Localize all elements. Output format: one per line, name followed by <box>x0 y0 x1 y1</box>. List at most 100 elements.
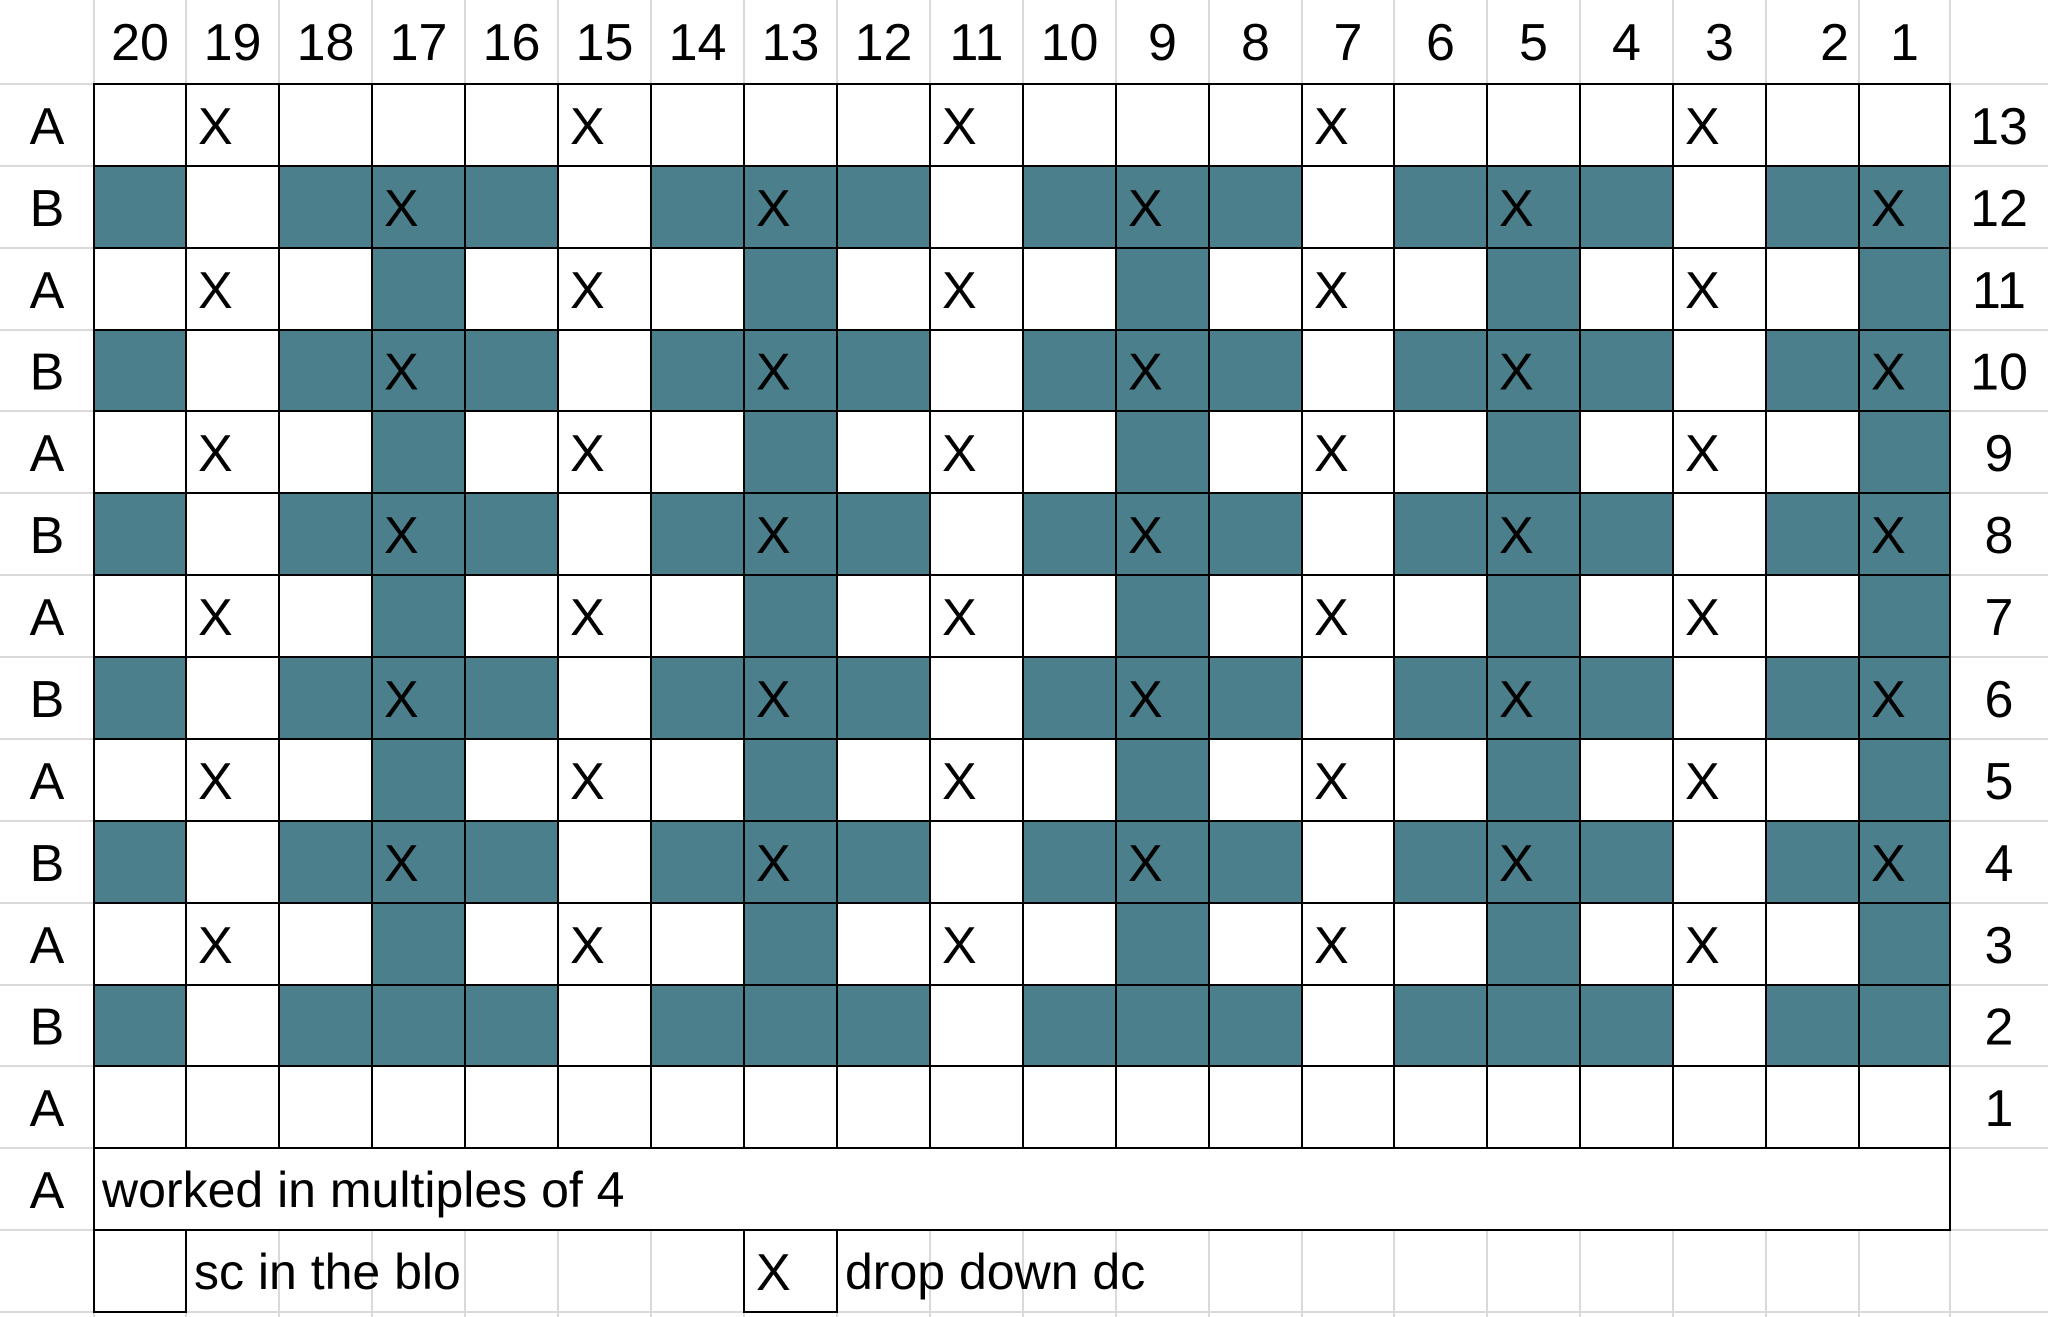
chart-cell-shaded <box>1022 820 1117 904</box>
stitch-mark: X <box>1871 180 1906 238</box>
stitch-mark: X <box>756 344 791 402</box>
stitch-mark: X <box>1685 589 1720 647</box>
stitch-mark: X <box>384 835 419 893</box>
stitch-mark: X <box>1685 917 1720 975</box>
chart-cell <box>557 656 652 740</box>
stitch-mark: X <box>1128 507 1163 565</box>
chart-cell <box>185 574 280 658</box>
stitch-mark: X <box>1499 671 1534 729</box>
chart-cell <box>743 83 838 167</box>
chart-cell-shaded <box>278 656 373 740</box>
stitch-mark: X <box>384 180 419 238</box>
chart-cell <box>93 574 187 658</box>
chart-cell <box>185 1065 280 1149</box>
chart-cell <box>1301 165 1395 249</box>
chart-cell-shaded <box>650 165 745 249</box>
chart-cell-shaded <box>1765 984 1860 1067</box>
chart-cell-shaded <box>650 984 745 1067</box>
chart-cell <box>93 83 187 167</box>
stitch-mark: X <box>1499 344 1534 402</box>
chart-cell-shaded <box>1486 738 1581 822</box>
chart-cell-shaded <box>1393 984 1488 1067</box>
chart-cell-shaded <box>93 492 187 576</box>
stitch-mark: X <box>1499 180 1534 238</box>
chart-cell <box>557 984 652 1067</box>
stitch-mark: X <box>1128 671 1163 729</box>
chart-cell <box>1765 574 1860 658</box>
chart-cell-shaded <box>743 984 838 1067</box>
stitch-mark: X <box>1128 344 1163 402</box>
stitch-mark: X <box>198 589 233 647</box>
stitch-mark: X <box>756 671 791 729</box>
row-number-labels: 13 12 11 10 9 8 7 6 5 4 3 2 1 <box>1970 98 2028 1138</box>
chart-cell <box>1301 247 1395 331</box>
chart-cell <box>1765 738 1860 822</box>
chart-cell <box>1208 902 1303 986</box>
chart-cell-shaded <box>1579 492 1674 576</box>
column-label: 10 <box>1041 14 1099 72</box>
chart-cell-shaded <box>743 902 838 986</box>
chart-cell <box>1672 247 1767 331</box>
chart-cell-shaded <box>743 410 838 494</box>
chart-cell <box>93 902 187 986</box>
chart-cell-shaded <box>836 329 931 412</box>
chart-cells: X X X X X X X X X X X X X X X X X X X X X X X X X X X X X X X X X X X X X X X X… <box>93 83 1951 1149</box>
chart-cell-shaded <box>1858 410 1951 494</box>
legend-dc-symbol-box <box>743 1229 838 1313</box>
note-side-label: A <box>30 1162 65 1220</box>
chart-cell-shaded <box>1765 656 1860 740</box>
chart-cell-shaded <box>1022 656 1117 740</box>
chart-cell-shaded <box>1393 492 1488 576</box>
chart-cell <box>371 1065 466 1149</box>
row-side-label: B <box>30 835 65 893</box>
row-side-label: A <box>30 917 65 975</box>
chart-cell-shaded <box>1115 656 1210 740</box>
chart-cell <box>1022 410 1117 494</box>
chart-cell <box>1022 574 1117 658</box>
chart-cell <box>557 165 652 249</box>
chart-cell-shaded <box>1486 247 1581 331</box>
chart-cell <box>1301 656 1395 740</box>
row-side-label: A <box>30 589 65 647</box>
chart-cell <box>929 984 1024 1067</box>
row-number-label: 2 <box>1985 999 2014 1057</box>
row-side-label: A <box>30 1080 65 1138</box>
chart-cell-shaded <box>1858 902 1951 986</box>
chart-cell <box>1672 83 1767 167</box>
chart-cell <box>1858 83 1951 167</box>
chart-cell-shaded <box>1208 820 1303 904</box>
chart-cell <box>185 410 280 494</box>
chart-cell-shaded <box>1579 165 1674 249</box>
stitch-mark: X <box>1499 507 1534 565</box>
chart-cell-shaded <box>1486 410 1581 494</box>
note-box <box>93 1147 1951 1231</box>
chart-cell-shaded <box>1115 902 1210 986</box>
chart-cell-shaded <box>371 574 466 658</box>
chart-cell <box>650 83 745 167</box>
chart-cell <box>1301 492 1395 576</box>
legend-sc-label: sc in the blo <box>194 1244 461 1300</box>
chart-cell-shaded <box>650 656 745 740</box>
chart-cell <box>1486 83 1581 167</box>
chart-cell <box>1393 410 1488 494</box>
chart-cell <box>1765 410 1860 494</box>
chart-cell-shaded <box>1858 820 1951 904</box>
chart-cell-shaded <box>1858 656 1951 740</box>
chart-cell <box>1022 738 1117 822</box>
chart-cell-shaded <box>836 656 931 740</box>
chart-cell <box>836 738 931 822</box>
chart-cell <box>1301 1065 1395 1149</box>
note-text: worked in multiples of 4 <box>101 1162 624 1218</box>
stitch-mark: X <box>1128 835 1163 893</box>
chart-cell-shaded <box>371 165 466 249</box>
chart-cell <box>929 574 1024 658</box>
stitch-mark: X <box>1685 753 1720 811</box>
chart-cell <box>185 329 280 412</box>
chart-cell <box>185 83 280 167</box>
chart-cell-shaded <box>1765 820 1860 904</box>
chart-cell-shaded <box>1208 492 1303 576</box>
chart-cell <box>1393 902 1488 986</box>
chart-cell <box>185 165 280 249</box>
